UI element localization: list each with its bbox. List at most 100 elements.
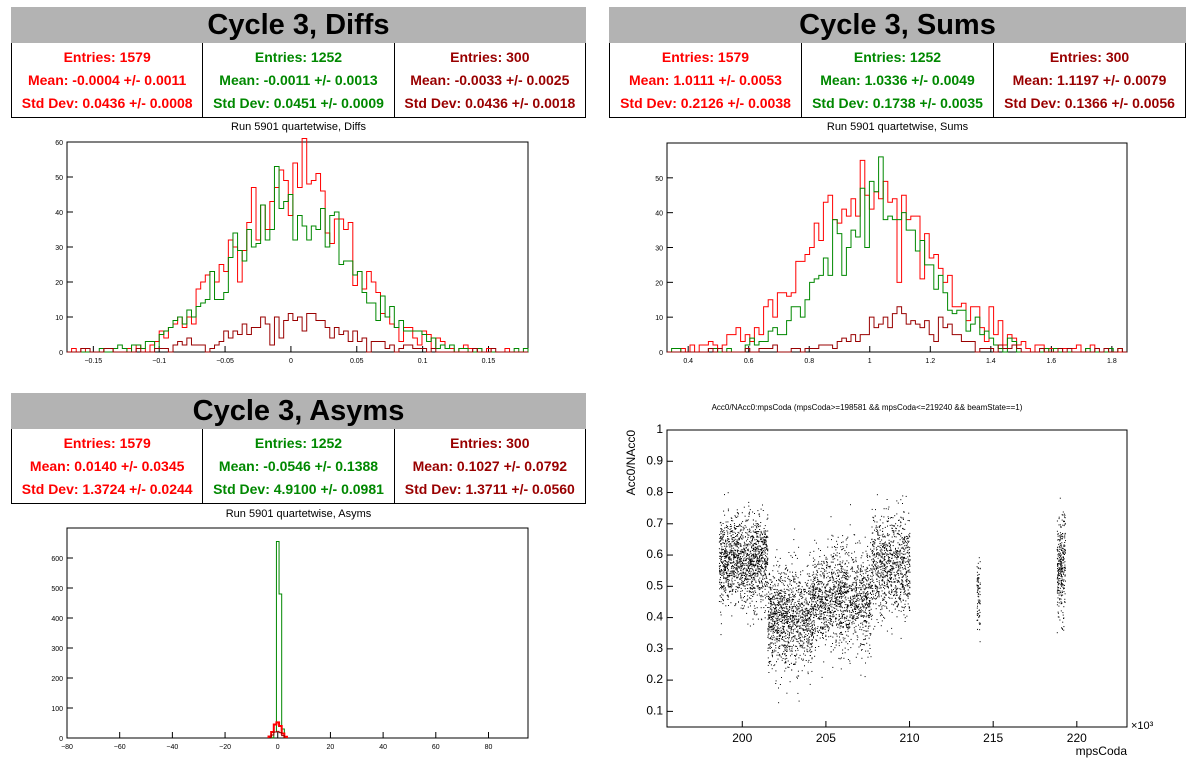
scatter-point xyxy=(821,600,823,602)
scatter-point xyxy=(819,556,821,558)
scatter-point xyxy=(902,586,903,588)
scatter-point xyxy=(782,599,784,601)
scatter-point xyxy=(740,596,742,598)
scatter-point xyxy=(797,621,799,623)
scatter-point xyxy=(819,616,821,618)
scatter-point xyxy=(872,598,874,600)
scatter-point xyxy=(796,608,798,610)
scatter-point xyxy=(745,570,747,572)
scatter-point xyxy=(787,618,789,620)
scatter-point xyxy=(844,550,846,552)
scatter-point xyxy=(740,551,742,553)
scatter-point xyxy=(863,584,865,586)
scatter-point xyxy=(728,586,730,588)
scatter-point xyxy=(798,613,800,615)
scatter-point xyxy=(856,616,858,618)
scatter-point xyxy=(822,637,824,639)
scatter-point xyxy=(757,585,759,587)
scatter-point xyxy=(782,604,784,605)
scatter-point xyxy=(804,614,806,616)
scatter-point xyxy=(790,655,791,657)
scatter-point xyxy=(804,629,806,631)
scatter-point xyxy=(752,618,754,620)
scatter-point xyxy=(790,608,792,610)
scatter-point xyxy=(727,584,729,586)
scatter-point xyxy=(866,642,868,644)
scatter-point xyxy=(760,569,762,571)
y-tick-label: 0.8 xyxy=(646,485,663,499)
scatter-point xyxy=(851,570,853,572)
scatter-point xyxy=(737,551,739,553)
scatter-point xyxy=(804,639,805,641)
scatter-point xyxy=(783,599,785,601)
scatter-point xyxy=(896,594,898,596)
scatter-point xyxy=(863,605,865,607)
scatter-point xyxy=(737,590,739,592)
scatter-point xyxy=(829,591,831,593)
scatter-point xyxy=(749,509,751,511)
scatter-point xyxy=(895,553,896,555)
scatter-point xyxy=(844,620,846,622)
scatter-point xyxy=(792,625,794,627)
scatter-point xyxy=(761,594,763,596)
scatter-point xyxy=(787,612,789,614)
scatter-point xyxy=(818,589,820,591)
scatter-point xyxy=(736,509,738,511)
scatter-point xyxy=(881,584,883,586)
scatter-point xyxy=(902,576,904,578)
scatter-point xyxy=(789,618,791,620)
scatter-point xyxy=(851,612,853,613)
scatter-point xyxy=(840,657,842,659)
scatter-point xyxy=(838,645,840,647)
scatter-point xyxy=(786,629,788,631)
scatter-point xyxy=(784,653,786,654)
scatter-point xyxy=(906,575,908,577)
scatter-point xyxy=(882,565,884,567)
scatter-point xyxy=(765,582,767,584)
scatter-point xyxy=(841,600,843,602)
scatter-point xyxy=(760,558,762,560)
scatter-point xyxy=(720,560,722,562)
scatter-point xyxy=(719,552,721,554)
scatter-point xyxy=(822,572,824,574)
scatter-point xyxy=(721,548,723,550)
scatter-point xyxy=(848,552,850,554)
scatter-point xyxy=(769,602,771,604)
scatter-point xyxy=(762,596,764,598)
scatter-point xyxy=(901,544,903,546)
y-tick-label: 40 xyxy=(55,210,63,217)
scatter-point xyxy=(744,588,746,590)
scatter-point xyxy=(899,549,901,551)
scatter-point xyxy=(847,572,849,574)
x-tick-label: 1.6 xyxy=(1046,358,1056,365)
scatter-point xyxy=(718,565,720,567)
scatter-point xyxy=(725,555,727,557)
scatter-point xyxy=(784,595,785,597)
scatter-point xyxy=(864,611,866,613)
scatter-point xyxy=(849,587,851,589)
scatter-point xyxy=(812,557,814,559)
scatter-point xyxy=(883,547,885,548)
scatter-point xyxy=(855,581,857,583)
scatter-point xyxy=(772,585,774,587)
scatter-point xyxy=(859,598,861,600)
scatter-point xyxy=(889,574,891,576)
scatter-point xyxy=(851,603,852,605)
scatter-point xyxy=(909,555,910,557)
scatter-point xyxy=(873,546,875,548)
scatter-point xyxy=(799,639,801,641)
scatter-point xyxy=(784,573,786,575)
scatter-point xyxy=(889,552,891,554)
scatter-point xyxy=(772,595,774,597)
scatter-point xyxy=(719,572,721,574)
scatter-point xyxy=(907,558,909,560)
scatter-point xyxy=(875,547,877,549)
scatter-point xyxy=(908,569,910,571)
scatter-point xyxy=(865,630,867,632)
scatter-point xyxy=(808,613,810,615)
scatter-point xyxy=(881,554,883,556)
scatter-point xyxy=(796,622,798,624)
scatter-point xyxy=(787,600,788,601)
scatter-point xyxy=(748,534,750,536)
scatter-point xyxy=(814,630,816,632)
